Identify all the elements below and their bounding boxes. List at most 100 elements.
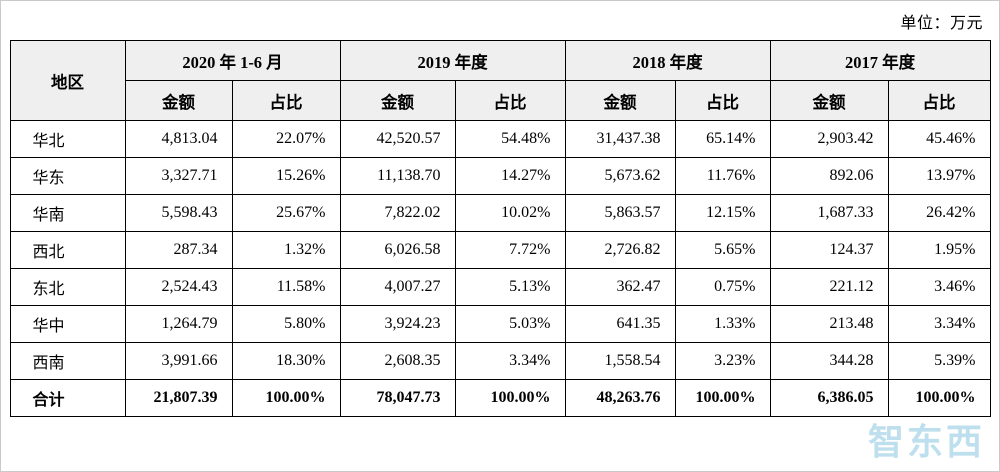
watermark: 智东西: [867, 422, 985, 462]
column-header-share-2018: 占比: [674, 80, 771, 121]
amount-cell: 2,903.42: [769, 120, 889, 158]
amount-cell: 2,608.35: [339, 342, 456, 380]
region-cell: 西北: [9, 231, 126, 269]
header-row-subheaders: 金额 占比 金额 占比 金额 占比 金额 占比: [10, 80, 991, 121]
share-cell: 14.27%: [454, 157, 566, 195]
amount-cell: 1,687.33: [769, 194, 889, 232]
regional-revenue-table: 地区 2020 年 1-6 月 2019 年度 2018 年度 2017 年度 …: [9, 40, 991, 417]
amount-cell: 3,924.23: [339, 305, 456, 343]
column-header-period-2017: 2017 年度: [769, 40, 991, 81]
column-header-amount-2018: 金额: [564, 80, 676, 121]
header-row-periods: 地区 2020 年 1-6 月 2019 年度 2018 年度 2017 年度: [9, 40, 991, 121]
amount-cell: 3,991.66: [124, 342, 233, 380]
table-header: 地区 2020 年 1-6 月 2019 年度 2018 年度 2017 年度 …: [9, 40, 991, 121]
region-cell: 华中: [9, 305, 126, 343]
share-cell: 0.75%: [674, 268, 771, 306]
region-cell: 华北: [9, 120, 126, 158]
amount-cell: 7,822.02: [339, 194, 456, 232]
share-cell: 54.48%: [454, 120, 566, 158]
share-cell: 26.42%: [887, 194, 991, 232]
amount-cell: 344.28: [769, 342, 889, 380]
column-header-period-2020: 2020 年 1-6 月: [124, 40, 341, 81]
amount-cell: 5,598.43: [124, 194, 233, 232]
amount-cell: 48,263.76: [564, 379, 676, 417]
column-header-amount-2019: 金额: [339, 80, 456, 121]
share-cell: 12.15%: [674, 194, 771, 232]
share-cell: 13.97%: [887, 157, 991, 195]
amount-cell: 892.06: [769, 157, 889, 195]
column-header-share-2020: 占比: [231, 80, 341, 121]
table-row: 华中 1,264.79 5.80% 3,924.23 5.03% 641.35 …: [9, 305, 991, 343]
amount-cell: 1,558.54: [564, 342, 676, 380]
amount-cell: 6,386.05: [769, 379, 889, 417]
amount-cell: 2,726.82: [564, 231, 676, 269]
share-cell: 18.30%: [231, 342, 341, 380]
region-cell: 合计: [9, 379, 126, 417]
share-cell: 65.14%: [674, 120, 771, 158]
column-header-share-2017: 占比: [887, 80, 991, 121]
amount-cell: 362.47: [564, 268, 676, 306]
share-cell: 3.34%: [454, 342, 566, 380]
table-body: 华北 4,813.04 22.07% 42,520.57 54.48% 31,4…: [9, 120, 991, 417]
share-cell: 5.03%: [454, 305, 566, 343]
amount-cell: 42,520.57: [339, 120, 456, 158]
share-cell: 100.00%: [454, 379, 566, 417]
amount-cell: 1,264.79: [124, 305, 233, 343]
table-row: 华南 5,598.43 25.67% 7,822.02 10.02% 5,863…: [9, 194, 991, 232]
share-cell: 10.02%: [454, 194, 566, 232]
share-cell: 3.46%: [887, 268, 991, 306]
table-row: 西北 287.34 1.32% 6,026.58 7.72% 2,726.82 …: [9, 231, 991, 269]
amount-cell: 11,138.70: [339, 157, 456, 195]
share-cell: 100.00%: [887, 379, 991, 417]
share-cell: 5.80%: [231, 305, 341, 343]
amount-cell: 213.48: [769, 305, 889, 343]
share-cell: 11.58%: [231, 268, 341, 306]
share-cell: 3.23%: [674, 342, 771, 380]
amount-cell: 2,524.43: [124, 268, 233, 306]
share-cell: 1.32%: [231, 231, 341, 269]
column-header-region: 地区: [9, 40, 126, 121]
amount-cell: 641.35: [564, 305, 676, 343]
share-cell: 1.33%: [674, 305, 771, 343]
amount-cell: 287.34: [124, 231, 233, 269]
amount-cell: 78,047.73: [339, 379, 456, 417]
table-row: 华北 4,813.04 22.07% 42,520.57 54.48% 31,4…: [9, 120, 991, 158]
table-row: 西南 3,991.66 18.30% 2,608.35 3.34% 1,558.…: [9, 342, 991, 380]
table-row: 东北 2,524.43 11.58% 4,007.27 5.13% 362.47…: [9, 268, 991, 306]
region-cell: 华南: [9, 194, 126, 232]
share-cell: 100.00%: [231, 379, 341, 417]
amount-cell: 124.37: [769, 231, 889, 269]
share-cell: 25.67%: [231, 194, 341, 232]
share-cell: 45.46%: [887, 120, 991, 158]
share-cell: 5.65%: [674, 231, 771, 269]
column-header-amount-2017: 金额: [769, 80, 889, 121]
region-cell: 西南: [9, 342, 126, 380]
amount-cell: 4,813.04: [124, 120, 233, 158]
amount-cell: 5,863.57: [564, 194, 676, 232]
share-cell: 100.00%: [674, 379, 771, 417]
table-row-total: 合计 21,807.39 100.00% 78,047.73 100.00% 4…: [9, 379, 991, 417]
amount-cell: 4,007.27: [339, 268, 456, 306]
table-row: 华东 3,327.71 15.26% 11,138.70 14.27% 5,67…: [9, 157, 991, 195]
unit-label: 单位：万元: [900, 15, 983, 32]
column-header-amount-2020: 金额: [124, 80, 233, 121]
share-cell: 5.13%: [454, 268, 566, 306]
amount-cell: 5,673.62: [564, 157, 676, 195]
share-cell: 3.34%: [887, 305, 991, 343]
amount-cell: 31,437.38: [564, 120, 676, 158]
share-cell: 5.39%: [887, 342, 991, 380]
region-cell: 东北: [9, 268, 126, 306]
share-cell: 11.76%: [674, 157, 771, 195]
share-cell: 7.72%: [454, 231, 566, 269]
column-header-period-2018: 2018 年度: [564, 40, 771, 81]
amount-cell: 221.12: [769, 268, 889, 306]
amount-cell: 6,026.58: [339, 231, 456, 269]
column-header-period-2019: 2019 年度: [339, 40, 566, 81]
share-cell: 22.07%: [231, 120, 341, 158]
share-cell: 1.95%: [887, 231, 991, 269]
region-cell: 华东: [9, 157, 126, 195]
amount-cell: 3,327.71: [124, 157, 233, 195]
share-cell: 15.26%: [231, 157, 341, 195]
column-header-share-2019: 占比: [454, 80, 566, 121]
